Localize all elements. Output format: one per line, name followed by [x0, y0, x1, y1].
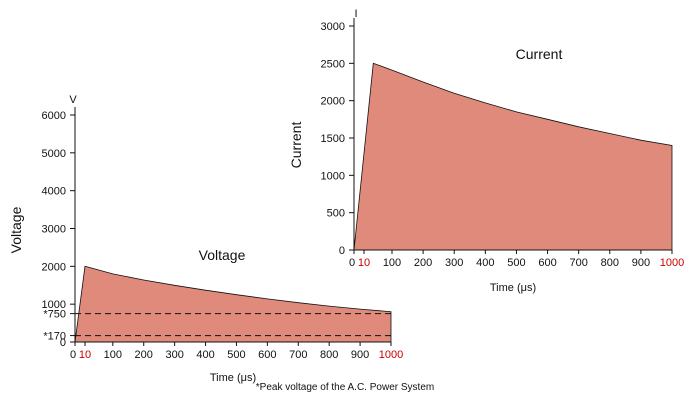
- x-tick-label: 0: [349, 257, 355, 269]
- y-tick-label: 500: [327, 208, 345, 220]
- y-unit-label: I: [354, 8, 357, 20]
- y-tick-label: 3000: [321, 21, 345, 33]
- y-axis-label: Voltage: [8, 206, 24, 253]
- y-tick-label: 0: [339, 245, 345, 257]
- x-tick-label: 300: [445, 257, 463, 269]
- x-tick-label: 0: [70, 349, 76, 361]
- x-axis-label: Time (μs): [210, 372, 256, 384]
- x-tick-label: 700: [289, 349, 307, 361]
- y-tick-label: 1000: [42, 299, 66, 311]
- y-tick-label: 2000: [321, 96, 345, 108]
- y-axis-label: Current: [288, 122, 304, 169]
- y-tick-label: *170: [43, 331, 66, 343]
- x-tick-label: 400: [476, 257, 494, 269]
- y-tick-label: 5000: [42, 148, 66, 160]
- y-tick-label: 3000: [42, 224, 66, 236]
- x-tick-label: 200: [135, 349, 153, 361]
- x-axis-label: Time (μs): [490, 282, 536, 294]
- x-tick-label: 600: [258, 349, 276, 361]
- x-tick-label: 900: [632, 257, 650, 269]
- y-tick-label: *750: [43, 309, 66, 321]
- y-tick-label: 0: [60, 337, 66, 349]
- x-tick-label: 500: [507, 257, 525, 269]
- x-tick-label: 100: [104, 349, 122, 361]
- x-tick-label: 900: [351, 349, 369, 361]
- x-tick-label: 500: [227, 349, 245, 361]
- y-tick-label: 2000: [42, 261, 66, 273]
- chart-title: Voltage: [199, 247, 246, 263]
- y-tick-label: 6000: [42, 110, 66, 122]
- x-tick-label: 400: [196, 349, 214, 361]
- x-tick-label: 300: [165, 349, 183, 361]
- x-tick-label: 100: [383, 257, 401, 269]
- series-area-0: [74, 265, 392, 343]
- footnote: *Peak voltage of the A.C. Power System: [256, 382, 434, 393]
- x-tick-label: 1000: [660, 257, 684, 269]
- x-tick-label: 800: [601, 257, 619, 269]
- y-tick-label: 4000: [42, 186, 66, 198]
- x-tick-label: 1000: [379, 349, 403, 361]
- y-tick-label: 2500: [321, 58, 345, 70]
- y-tick-label: 1500: [321, 133, 345, 145]
- y-unit-label: V: [69, 94, 77, 106]
- x-tick-label: 200: [414, 257, 432, 269]
- chart-title: Current: [516, 46, 563, 62]
- y-tick-label: 1000: [321, 170, 345, 182]
- x-tick-label: 10: [358, 257, 370, 269]
- x-tick-label: 10: [79, 349, 91, 361]
- series-area-0: [353, 62, 673, 251]
- x-tick-label: 800: [320, 349, 338, 361]
- x-tick-label: 600: [538, 257, 556, 269]
- x-tick-label: 700: [569, 257, 587, 269]
